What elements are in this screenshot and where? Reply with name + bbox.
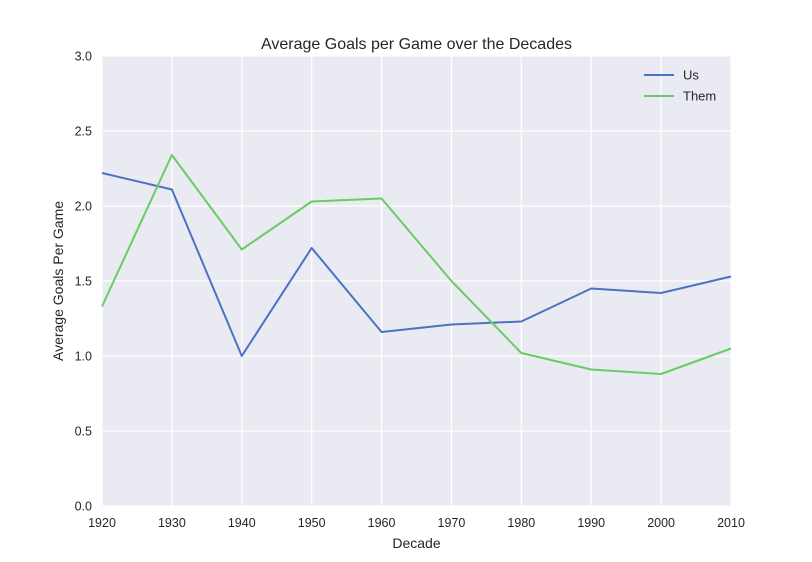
legend-label-us: Us (683, 68, 699, 83)
x-tick-label: 1990 (577, 516, 605, 530)
series-line-us (101, 172, 732, 357)
legend: Us Them (644, 68, 716, 104)
x-tick-label: 1970 (438, 516, 466, 530)
x-tick-label: 1940 (228, 516, 256, 530)
grid (101, 55, 732, 507)
legend-label-them: Them (683, 89, 716, 104)
y-tick-label: 1.0 (75, 350, 92, 364)
x-axis-label: Decade (392, 535, 440, 551)
y-tick-label: 2.0 (75, 200, 92, 214)
y-tick-label: 0.0 (75, 500, 92, 514)
y-tick-label: 2.5 (75, 125, 92, 139)
chart-title: Average Goals per Game over the Decades (261, 36, 572, 53)
y-tick-label: 0.5 (75, 425, 92, 439)
x-tick-label: 1920 (88, 516, 116, 530)
x-tick-label: 1960 (368, 516, 396, 530)
x-axis-ticks: 1920 1930 1940 1950 1960 1970 1980 1990 2000 2010 (88, 516, 745, 530)
y-axis-ticks: 0.0 0.5 1.0 1.5 2.0 2.5 3.0 (75, 50, 92, 514)
y-tick-label: 1.5 (75, 275, 92, 289)
y-axis-label: Average Goals Per Game (50, 201, 66, 361)
x-tick-label: 1930 (158, 516, 186, 530)
x-tick-label: 1980 (507, 516, 535, 530)
y-tick-label: 3.0 (75, 50, 92, 64)
x-tick-label: 2000 (647, 516, 675, 530)
x-tick-label: 2010 (717, 516, 745, 530)
x-tick-label: 1950 (298, 516, 326, 530)
series-line-them (101, 154, 732, 375)
series-lines (101, 154, 732, 375)
